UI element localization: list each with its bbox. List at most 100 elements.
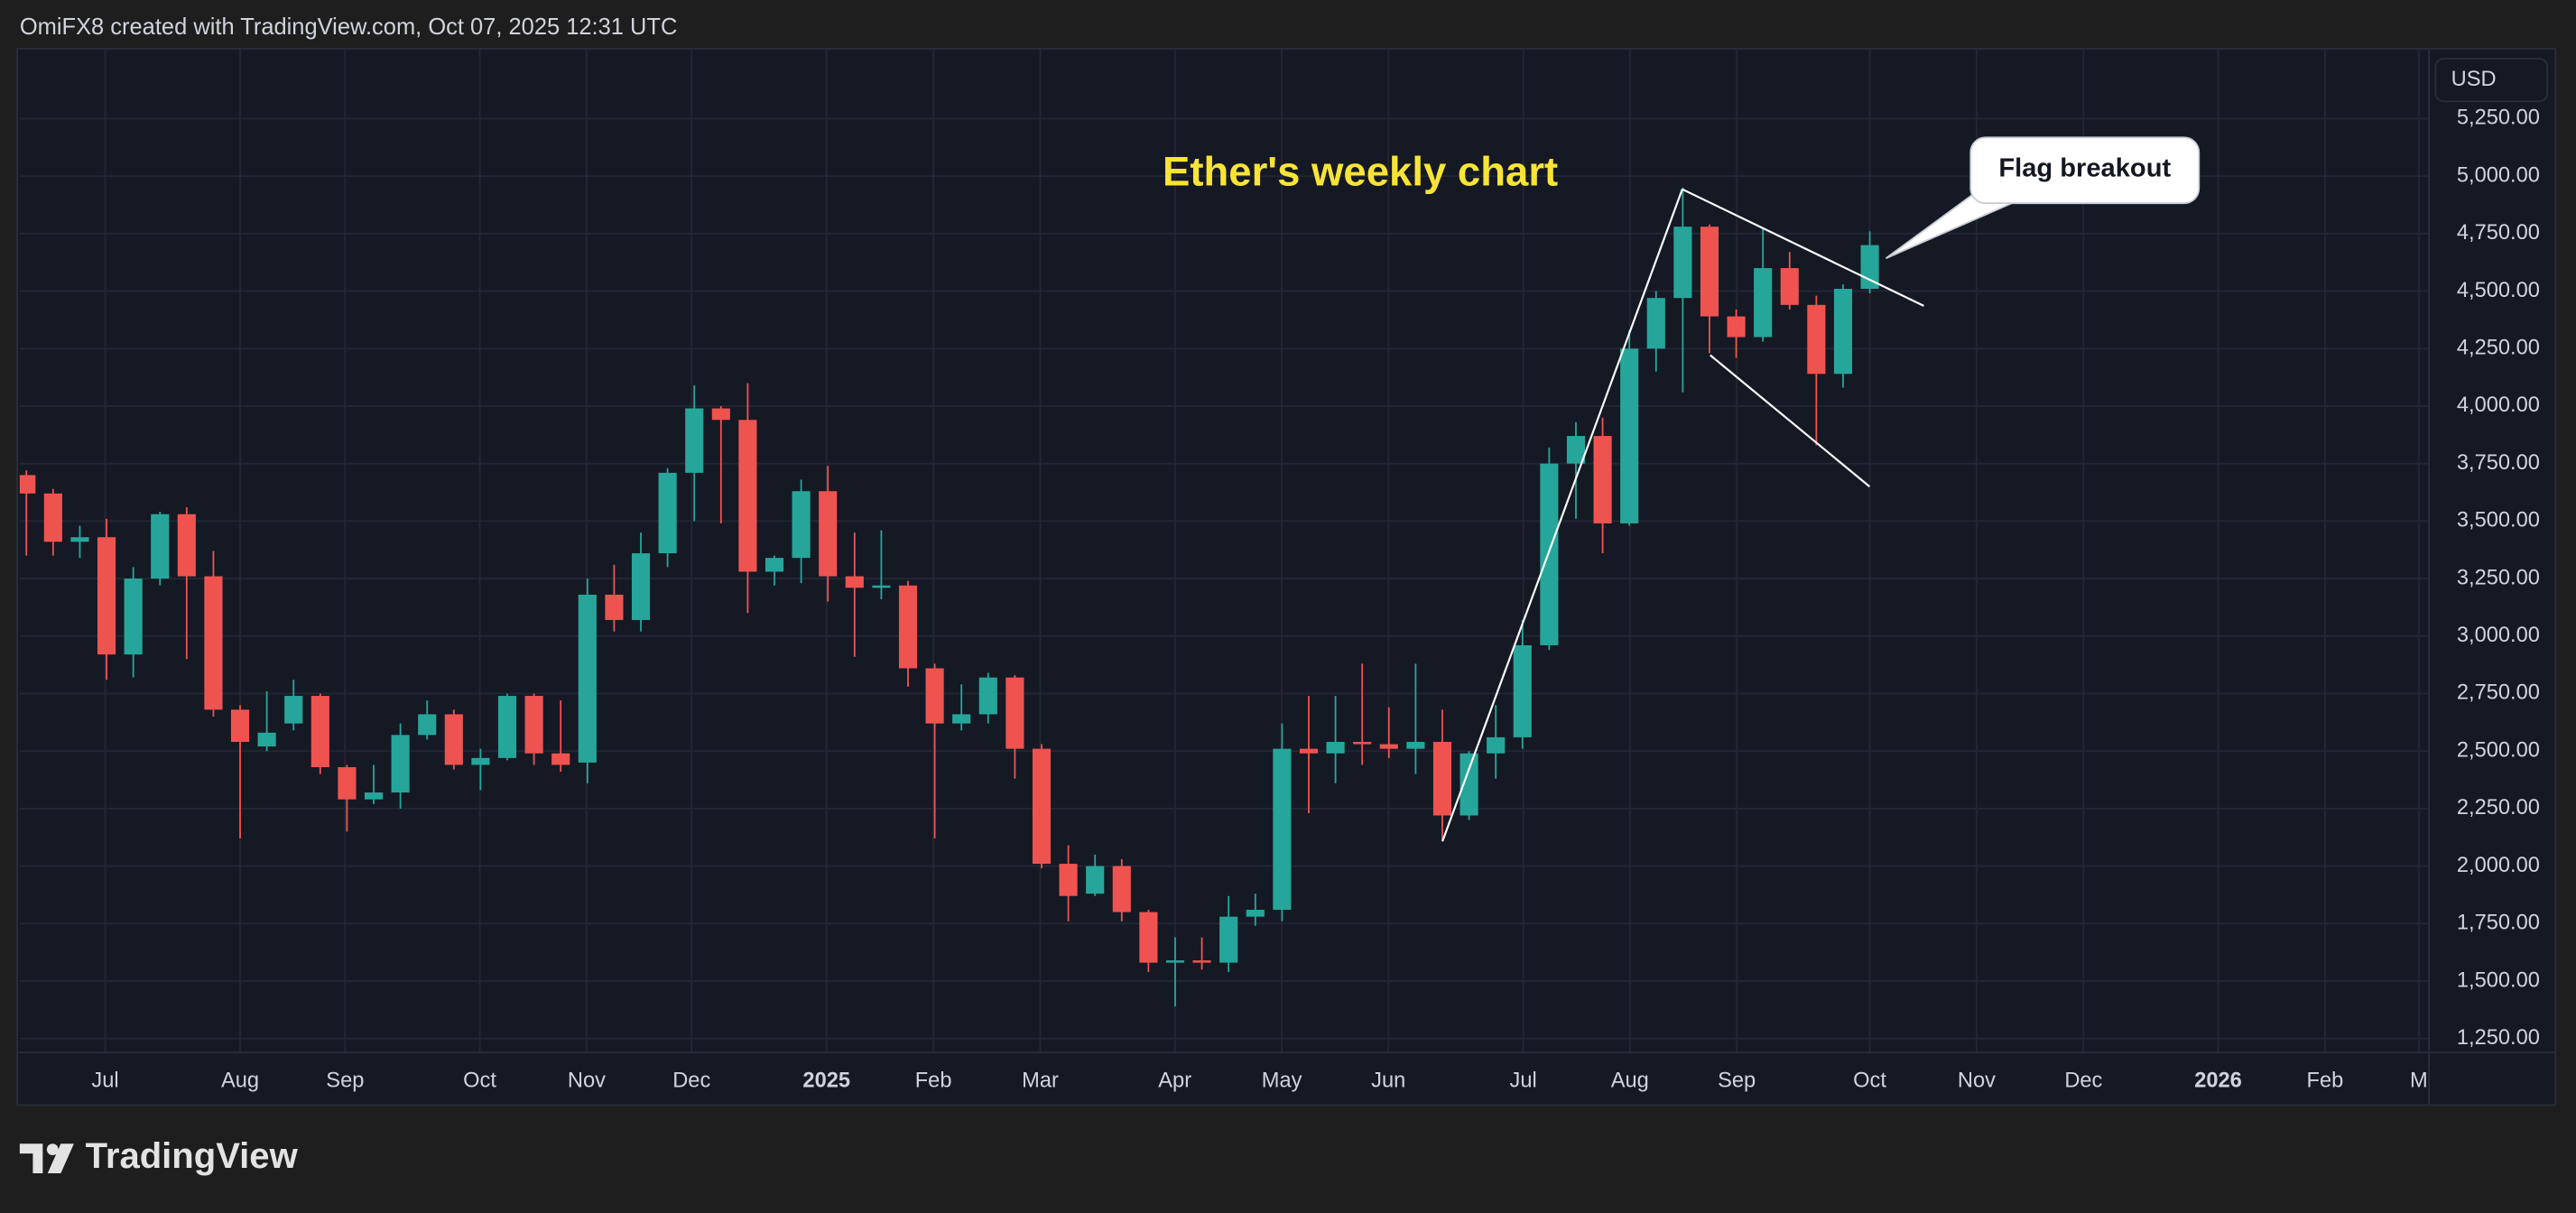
currency-button[interactable] — [2434, 58, 2549, 103]
candle-body — [845, 576, 864, 588]
y-tick-label: 2,000.00 — [2457, 854, 2540, 877]
candles — [19, 187, 1879, 1007]
x-tick-label: Dec — [672, 1069, 710, 1092]
x-tick-label: Aug — [1611, 1069, 1649, 1092]
x-tick-label: Jun — [1371, 1069, 1405, 1092]
candle-body — [284, 696, 303, 724]
y-tick-label: 3,000.00 — [2457, 624, 2540, 647]
candle-body — [1807, 304, 1826, 375]
brand-name: TradingView — [86, 1136, 299, 1176]
logo-dot — [46, 1144, 59, 1155]
candle-body — [1673, 227, 1692, 299]
candle-body — [1353, 742, 1372, 745]
candle-body — [631, 553, 651, 620]
time-axis: Jul Aug Sep Oct Nov Dec 2025 Feb Mar Apr May Jun Jul… — [91, 1069, 2427, 1092]
candle-body — [338, 767, 357, 800]
y-tick-label: 4,500.00 — [2457, 279, 2540, 302]
candle-body — [1299, 748, 1319, 754]
x-tick-label: Feb — [915, 1069, 952, 1092]
candle-body — [43, 493, 62, 542]
flag-upper-line — [1682, 188, 1924, 307]
x-tick-label: Oct — [1853, 1069, 1886, 1092]
candle-body — [1219, 916, 1238, 963]
flag-lower-line — [1710, 354, 1871, 487]
candle-body — [1326, 742, 1345, 754]
y-tick-label: 3,250.00 — [2457, 566, 2540, 589]
x-tick-label: Sep — [1718, 1069, 1756, 1092]
candle-body — [1273, 748, 1292, 911]
candle-body — [764, 558, 784, 572]
x-tick-label: Sep — [326, 1069, 364, 1092]
callout: Flag breakout — [1885, 136, 2201, 259]
candle-body — [1459, 753, 1478, 816]
candle-body — [177, 514, 196, 577]
candle-body — [792, 491, 811, 559]
candle-body — [738, 420, 757, 572]
candle-body — [1246, 910, 1265, 917]
candle-body — [471, 757, 490, 765]
y-tick-label: 3,500.00 — [2457, 509, 2540, 532]
x-tick-label: Jul — [1510, 1069, 1537, 1092]
candle-body — [711, 408, 730, 421]
candle-body — [310, 696, 329, 768]
candle-body — [819, 491, 838, 577]
y-tick-label: 4,250.00 — [2457, 336, 2540, 359]
candle-body — [97, 537, 116, 655]
flagpole-line — [1441, 189, 1683, 842]
candle-body — [1139, 912, 1158, 963]
candle-body — [444, 714, 463, 765]
candle-body — [1432, 742, 1452, 816]
x-tick-label: M — [2410, 1069, 2428, 1092]
candle-body — [391, 735, 410, 793]
candle-body — [925, 668, 944, 724]
x-tick-label: Nov — [1958, 1069, 1996, 1092]
y-tick-label: 5,250.00 — [2457, 106, 2540, 130]
candle-body — [1005, 677, 1024, 749]
grid — [19, 49, 2429, 1052]
candle-body — [605, 594, 624, 620]
candle-body — [524, 696, 543, 754]
y-tick-label: 2,750.00 — [2457, 681, 2540, 705]
candle-body — [1833, 288, 1853, 375]
y-tick-label: 2,250.00 — [2457, 796, 2540, 819]
candle-body — [124, 579, 143, 655]
x-tick-label: Jul — [91, 1069, 118, 1092]
x-tick-label: Nov — [568, 1069, 606, 1092]
candle-body — [1165, 960, 1185, 963]
candle-body — [418, 714, 437, 736]
candle-body — [872, 585, 891, 588]
candle-body — [1487, 736, 1506, 754]
callout-text: Flag breakout — [1998, 154, 2171, 183]
candle-body — [1192, 960, 1211, 963]
candle-body — [1406, 742, 1425, 749]
y-tick-label: 4,000.00 — [2457, 394, 2540, 417]
candle-body — [204, 576, 223, 710]
chart-panel — [16, 48, 2557, 1107]
trend-lines — [1441, 188, 1924, 842]
candle-body — [364, 792, 384, 800]
candle-body — [1727, 316, 1746, 338]
logo-mark — [19, 1144, 43, 1173]
candle-body — [1754, 268, 1773, 338]
y-tick-label: 4,750.00 — [2457, 221, 2540, 245]
logo-slash — [47, 1144, 74, 1173]
candle-body — [151, 514, 170, 579]
candle-body — [1566, 436, 1586, 464]
brand-logo — [19, 1144, 74, 1173]
x-tick-label: Aug — [221, 1069, 259, 1092]
y-tick-label: 3,750.00 — [2457, 451, 2540, 475]
candle-body — [952, 714, 971, 724]
y-tick-label: 2,500.00 — [2457, 738, 2540, 762]
candle-body — [1700, 227, 1719, 317]
callout-joint — [1979, 177, 2029, 201]
candle-body — [658, 472, 677, 554]
candle-body — [898, 585, 918, 669]
price-axis: 1,250.00 1,500.00 1,750.00 2,000.00 2,250.00… — [2457, 106, 2540, 1050]
candle-body — [1620, 348, 1639, 523]
candle-body — [1513, 644, 1532, 737]
candle-body — [578, 594, 597, 763]
y-tick-label: 1,250.00 — [2457, 1026, 2540, 1050]
candle-body — [1059, 864, 1078, 896]
candle-body — [1646, 298, 1665, 349]
x-tick-label: May — [1262, 1069, 1302, 1092]
